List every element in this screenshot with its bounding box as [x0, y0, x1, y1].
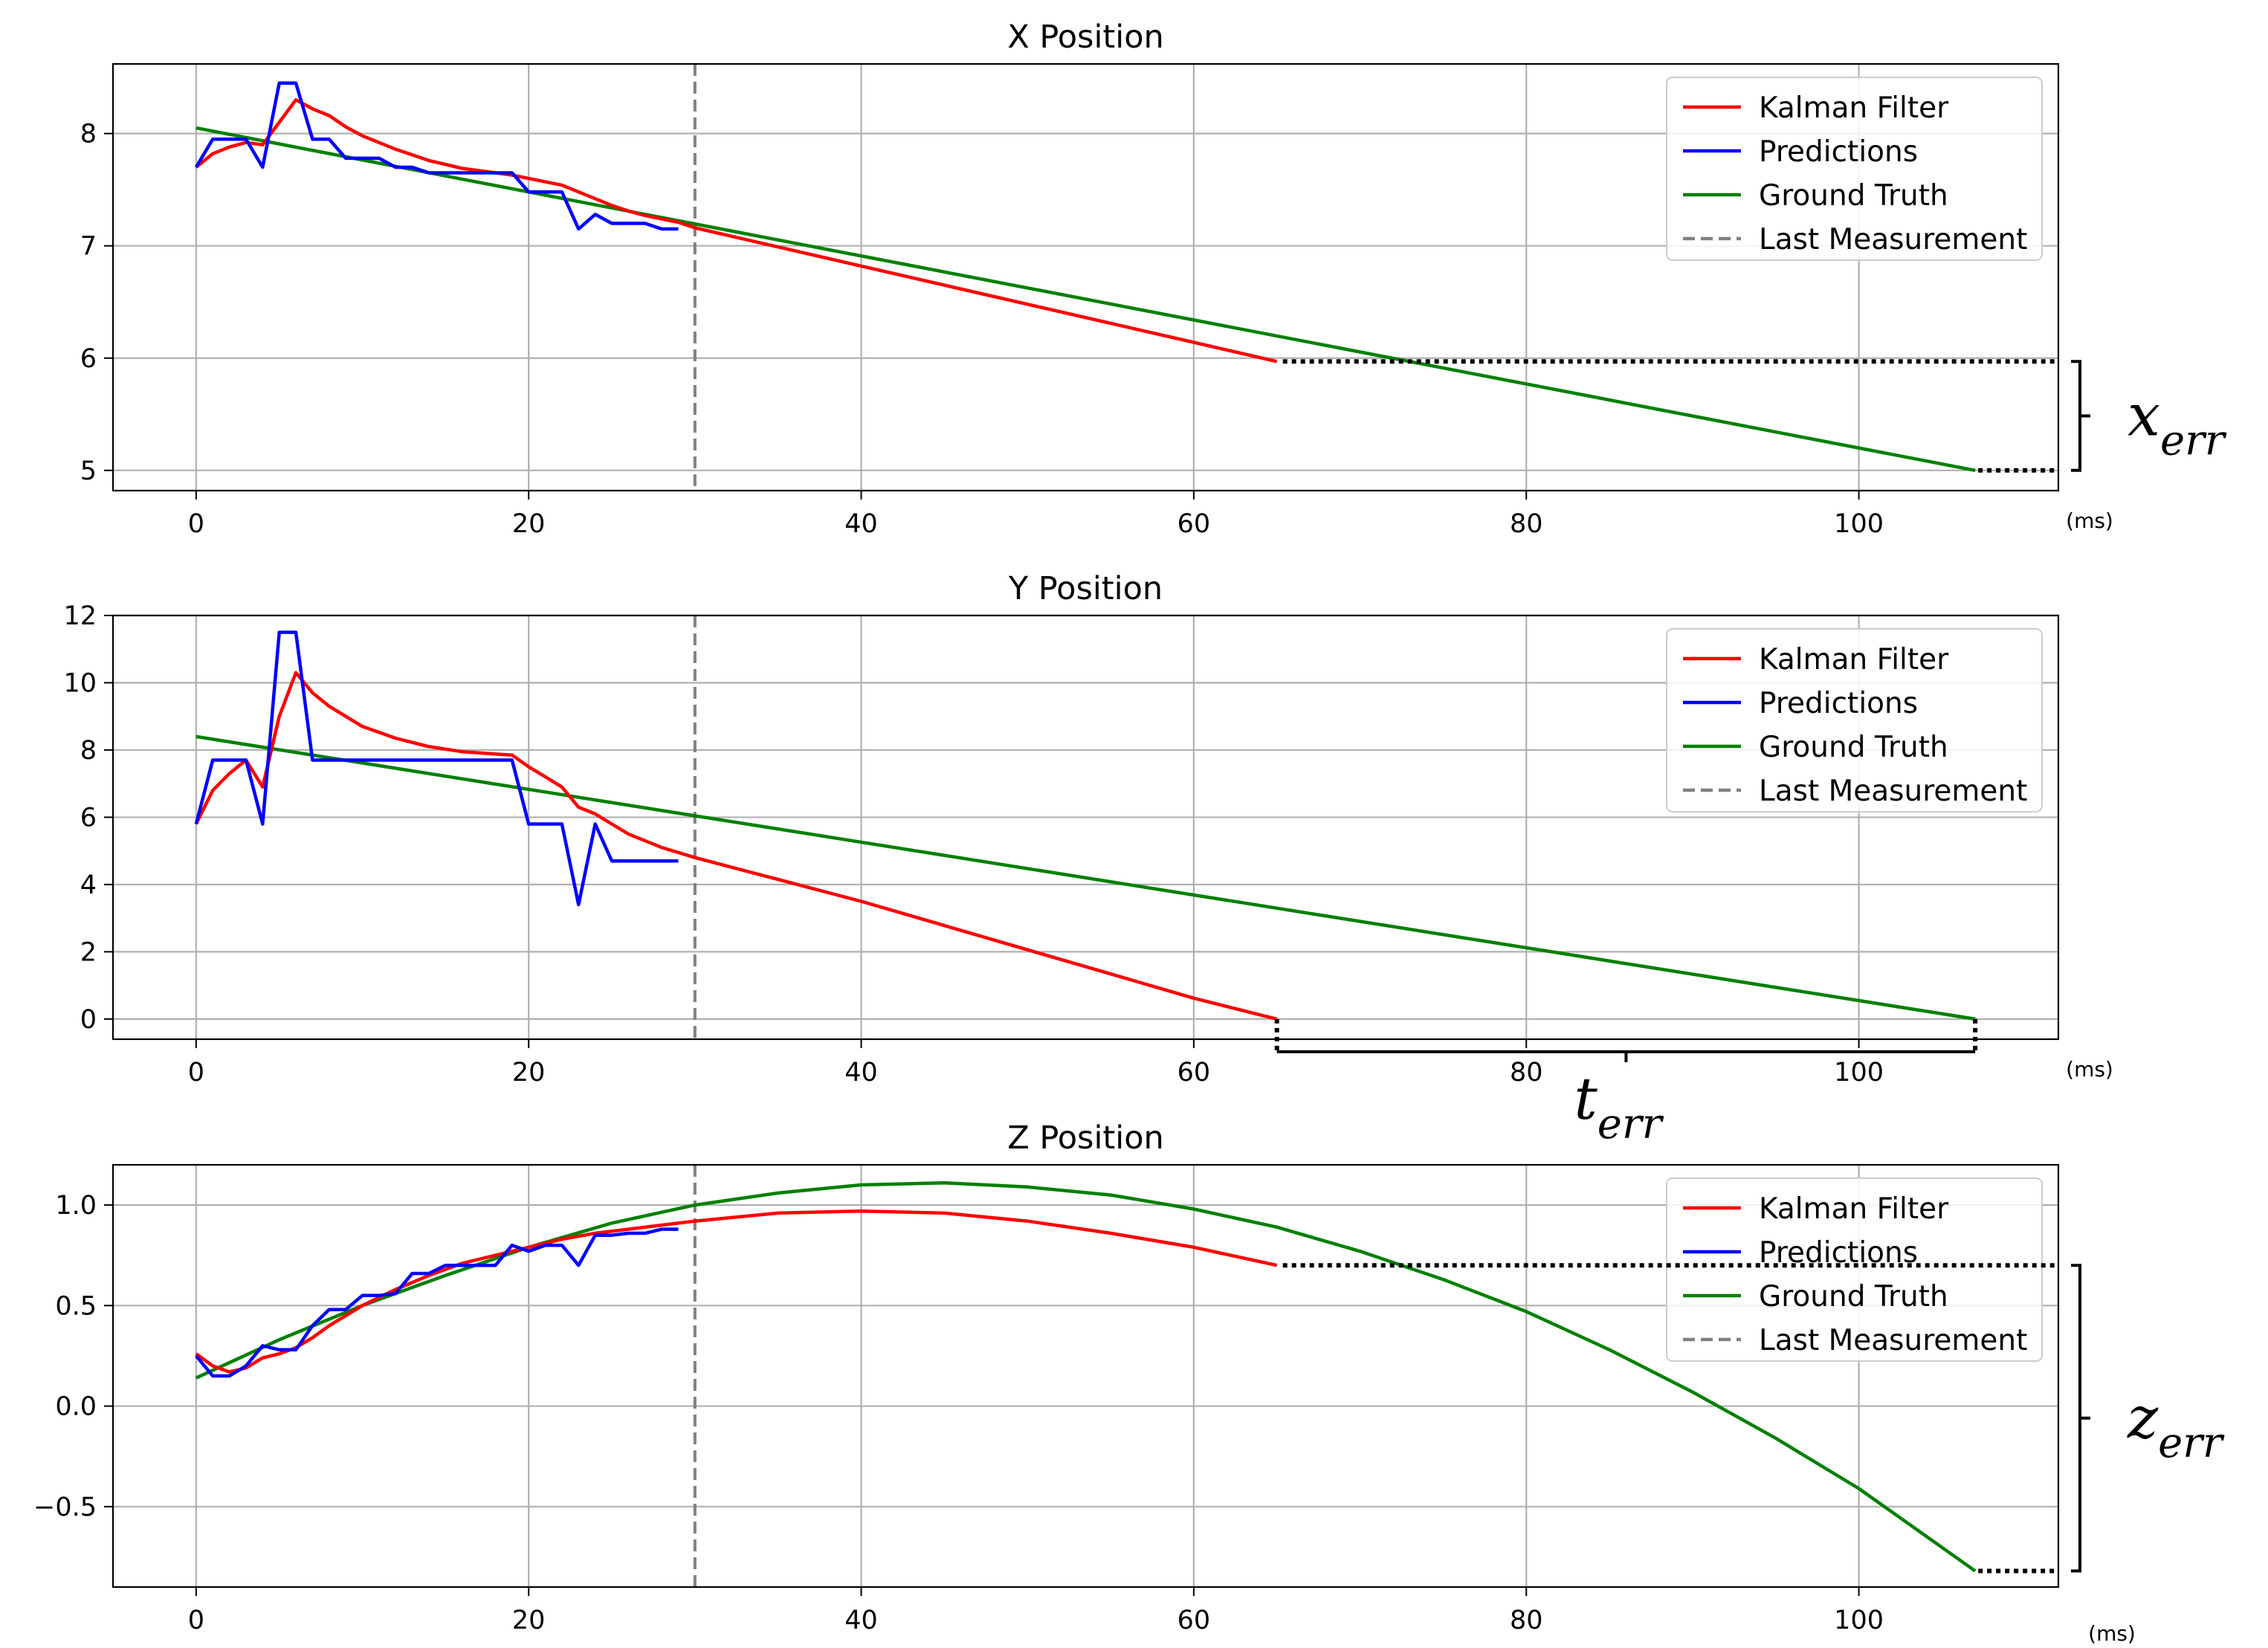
error-bracket	[2071, 360, 2090, 472]
x-tick-label: 80	[1510, 1058, 1543, 1088]
legend: Kalman Filter Predictions Ground Truth Last…	[1666, 77, 2043, 261]
error-label-subscript: err	[2160, 417, 2227, 465]
x-tick-label: 60	[1177, 509, 1211, 539]
legend-label: Ground Truth	[1759, 179, 1948, 213]
y-tick-label: 0	[80, 1005, 97, 1035]
series-line-kalman-filter	[195, 1209, 1278, 1374]
series-line-ground-truth	[195, 1181, 1977, 1573]
x-tick-label: 20	[512, 1606, 546, 1635]
subplot-title: X Position	[1007, 19, 1164, 56]
series-line-predictions	[195, 1227, 679, 1378]
x-tick-label: 80	[1510, 1606, 1543, 1635]
legend: Kalman Filter Predictions Ground Truth Last…	[1666, 628, 2043, 812]
x-tick-label: 60	[1177, 1606, 1211, 1635]
error-label-main: z	[2127, 1385, 2159, 1452]
x-tick-label: 0	[188, 509, 204, 539]
legend-box	[1666, 628, 2043, 812]
error-label-main: x	[2128, 383, 2160, 450]
series-line-kalman-filter	[194, 670, 1278, 1021]
legend-label: Ground Truth	[1759, 1280, 1948, 1313]
x-tick-label: 40	[844, 1606, 878, 1635]
series-line-predictions	[194, 81, 679, 231]
error-label: terr	[1574, 1066, 1664, 1148]
error-bracket	[1276, 1050, 1976, 1062]
legend-label: Kalman Filter	[1759, 643, 1949, 676]
error-label-subscript: err	[2158, 1419, 2225, 1467]
x-tick-label: 0	[188, 1606, 204, 1635]
legend-box	[1666, 1177, 2043, 1362]
y-tick-label: 0.5	[55, 1291, 97, 1321]
error-label-main: t	[1574, 1066, 1597, 1133]
y-tick-label: 5	[80, 456, 97, 486]
axes-frame	[112, 614, 2060, 1041]
x-tick-label: 20	[512, 1058, 546, 1088]
y-tick-label: 6	[80, 344, 97, 374]
subplot-title: Y Position	[1008, 570, 1163, 607]
x-unit-label: (ms)	[2066, 508, 2113, 533]
x-tick-label: 20	[512, 509, 546, 539]
subplot-1: X Position 0 20 40 60 80 100 5 6 7 8 (ms) Kalman Fil…	[80, 19, 2227, 539]
y-tick-label: 2	[80, 937, 97, 967]
x-tick-label: 60	[1177, 1058, 1211, 1088]
legend-label: Kalman Filter	[1759, 91, 1949, 125]
y-tick-label: 0.0	[55, 1392, 97, 1422]
series-line-ground-truth	[196, 734, 1976, 1021]
y-tick-label: 8	[80, 120, 97, 149]
x-tick-label: 40	[844, 1058, 878, 1088]
legend-label: Last Measurement	[1759, 1324, 2027, 1357]
axes-frame	[112, 62, 2060, 492]
series-line-predictions	[194, 630, 679, 907]
y-tick-label: 12	[63, 601, 97, 631]
error-bracket	[2071, 1264, 2090, 1573]
y-tick-label: 7	[80, 232, 97, 262]
legend-box	[1666, 77, 2043, 261]
subplot-3: Z Position 0 20 40 60 80 100 −0.5 0.0 0.5 1.0 (ms) K…	[33, 1119, 2225, 1646]
error-label-subscript: err	[1597, 1100, 1664, 1148]
error-label: zerr	[2127, 1385, 2225, 1467]
legend-label: Kalman Filter	[1759, 1192, 1949, 1226]
legend-label: Last Measurement	[1759, 775, 2027, 808]
x-tick-label: 80	[1510, 509, 1543, 539]
error-label: xerr	[2128, 383, 2227, 465]
x-tick-label: 0	[188, 1058, 204, 1088]
legend-label: Ground Truth	[1759, 731, 1948, 764]
series-line-kalman-filter	[195, 98, 1278, 363]
y-tick-label: 6	[80, 803, 97, 833]
y-tick-label: 1.0	[55, 1191, 97, 1221]
y-tick-label: 8	[80, 736, 97, 766]
x-tick-label: 100	[1834, 509, 1884, 539]
subplot-title: Z Position	[1007, 1119, 1164, 1157]
x-tick-label: 100	[1834, 1606, 1884, 1635]
subplot-2: Y Position 0 20 40 60 80 100 0 2 4 6 8 10 12 (ms) Kalma…	[63, 570, 2113, 1148]
x-unit-label: (ms)	[2088, 1621, 2136, 1646]
y-tick-label: 10	[63, 668, 97, 698]
legend-label: Last Measurement	[1759, 223, 2027, 256]
x-unit-label: (ms)	[2066, 1057, 2113, 1082]
y-tick-label: 4	[80, 870, 97, 900]
y-tick-label: −0.5	[33, 1493, 97, 1522]
series-line-ground-truth	[196, 126, 1976, 473]
legend-label: Predictions	[1759, 135, 1918, 169]
legend-label: Predictions	[1759, 687, 1918, 720]
x-tick-label: 40	[844, 509, 878, 539]
axes-frame	[112, 1163, 2060, 1589]
x-tick-label: 100	[1834, 1058, 1884, 1088]
